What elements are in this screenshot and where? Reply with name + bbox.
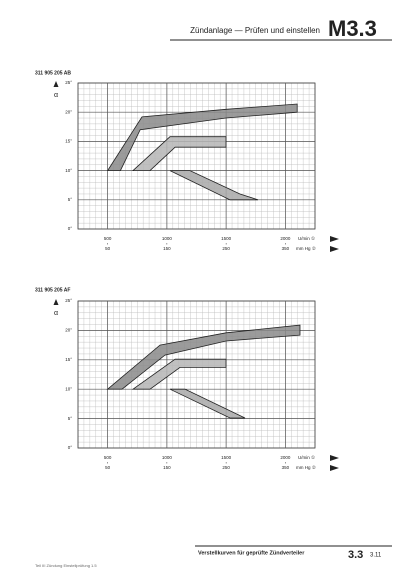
- x2-tick-label: 150: [163, 465, 171, 470]
- x-tick-label: 2000: [280, 236, 291, 241]
- x2-tick-label: 50: [105, 246, 111, 251]
- y-tick-label: 15°: [65, 357, 72, 362]
- x2-tick-label: 250: [222, 246, 230, 251]
- advance-band: [169, 388, 246, 419]
- x-tick-label: 500: [104, 236, 112, 241]
- x2-axis-label: mm Hg ②: [296, 246, 317, 251]
- x-tick-label: 2000: [280, 455, 291, 460]
- y-axis-arrow: [53, 299, 59, 305]
- chart-title: 311 905 205 AB: [35, 70, 71, 76]
- x-tick-label: 1000: [162, 455, 173, 460]
- advance-band: [131, 358, 227, 390]
- y-axis-label: α: [54, 92, 58, 99]
- y-tick-label: 0°: [68, 445, 73, 450]
- x2-axis-arrow: [330, 246, 339, 252]
- advance-band: [169, 170, 259, 201]
- y-tick-label: 0°: [68, 226, 73, 231]
- y-tick-label: 20°: [65, 109, 72, 114]
- x2-axis-arrow: [330, 465, 339, 471]
- header-title: Zündanlage — Prüfen und einstellen: [190, 26, 320, 35]
- y-tick-label: 5°: [68, 416, 73, 421]
- advance-band: [106, 324, 301, 390]
- x-axis-arrow: [330, 236, 339, 242]
- x2-tick-label: 250: [222, 465, 230, 470]
- x2-axis-label: mm Hg ②: [296, 465, 317, 470]
- y-tick-label: 20°: [65, 328, 72, 333]
- y-tick-label: 25°: [65, 80, 72, 85]
- footer-note: Teil III Zündung Einstellprüfung 1.5: [35, 563, 97, 568]
- x-axis-arrow: [330, 455, 339, 461]
- x-tick-label: 1500: [221, 236, 232, 241]
- advance-band: [106, 103, 298, 171]
- x2-tick-label: 50: [105, 465, 111, 470]
- x-tick-label: 1500: [221, 455, 232, 460]
- x2-tick-label: 350: [282, 465, 290, 470]
- y-tick-label: 10°: [65, 386, 72, 391]
- x-tick-label: 500: [104, 455, 112, 460]
- footer-page: 3.11: [370, 553, 382, 559]
- y-tick-label: 15°: [65, 139, 72, 144]
- x-tick-label: 1000: [162, 236, 173, 241]
- y-tick-label: 5°: [68, 197, 73, 202]
- advance-band: [131, 136, 227, 171]
- x2-tick-label: 350: [282, 246, 290, 251]
- y-tick-label: 10°: [65, 168, 72, 173]
- header-section: M3.3: [328, 16, 377, 41]
- chart-title: 311 905 205 AF: [35, 287, 70, 293]
- y-tick-label: 25°: [65, 298, 72, 303]
- footer-caption: Verstellkurven für geprüfte Zündverteile…: [198, 550, 305, 556]
- x-axis-label: U/min ①: [298, 236, 316, 241]
- y-axis-arrow: [53, 81, 59, 87]
- footer-section: 3.3: [348, 549, 363, 561]
- x2-tick-label: 150: [163, 246, 171, 251]
- x-axis-label: U/min ①: [298, 455, 316, 460]
- y-axis-label: α: [54, 310, 58, 317]
